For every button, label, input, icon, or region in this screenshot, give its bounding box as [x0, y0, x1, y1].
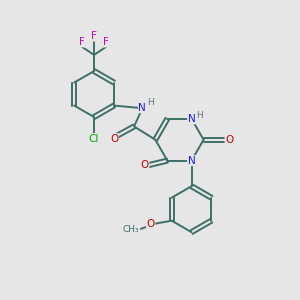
Text: O: O — [141, 160, 149, 170]
Text: O: O — [147, 219, 155, 229]
Text: F: F — [79, 37, 85, 47]
Text: H: H — [196, 111, 203, 120]
Text: F: F — [103, 37, 109, 47]
Text: Cl: Cl — [89, 134, 99, 143]
Text: CH₃: CH₃ — [123, 225, 139, 234]
Text: O: O — [225, 135, 233, 145]
Text: O: O — [110, 134, 118, 144]
Text: H: H — [147, 98, 154, 107]
Text: N: N — [188, 114, 195, 124]
Text: F: F — [91, 31, 97, 41]
Text: N: N — [139, 103, 146, 112]
Text: N: N — [188, 156, 195, 166]
